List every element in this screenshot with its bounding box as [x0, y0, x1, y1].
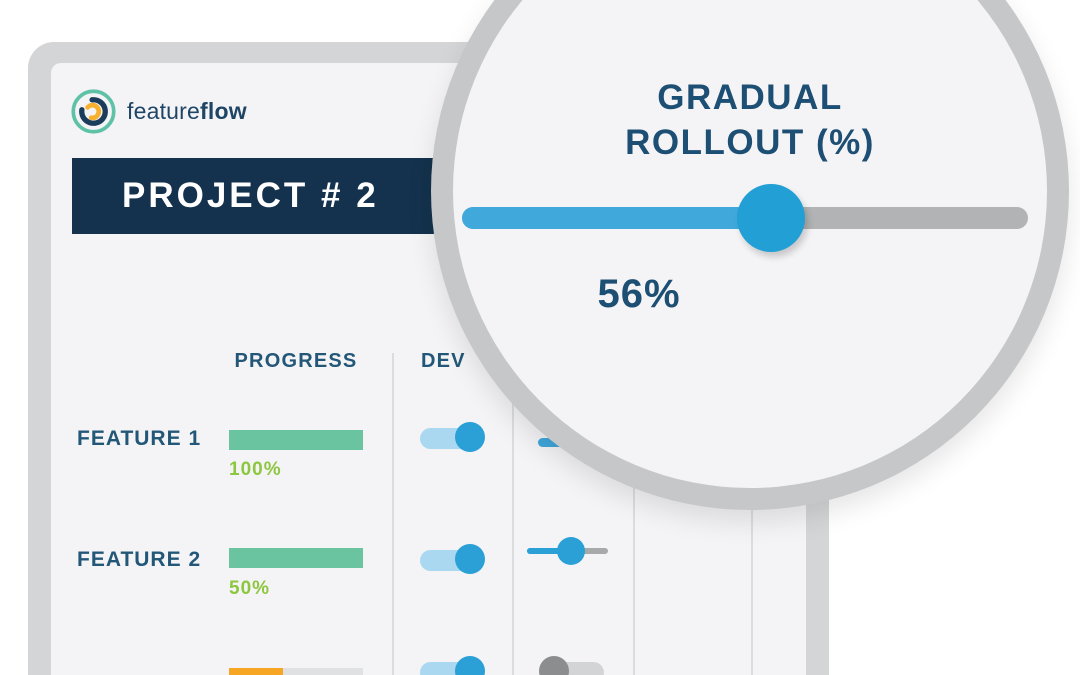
feature-2-dev-toggle[interactable]	[420, 544, 485, 574]
gradual-rollout-slider[interactable]	[462, 184, 1028, 252]
gradual-rollout-title-line1: GRADUAL	[657, 78, 843, 117]
toggle-knob[interactable]	[539, 656, 569, 675]
slider-fill	[527, 548, 571, 554]
slider-fill	[462, 207, 740, 229]
featureflow-logo: featureflow	[71, 89, 247, 134]
feature-2-rollout-slider[interactable]	[527, 537, 608, 565]
feature-2-progress-bar	[229, 548, 363, 568]
feature-1-progress-value: 100%	[229, 459, 282, 480]
slider-knob[interactable]	[557, 537, 585, 565]
column-header-dev: DEV	[421, 350, 466, 372]
feature-1-progress-fill	[229, 430, 363, 450]
gradual-rollout-value: 56%	[597, 272, 681, 316]
column-divider	[751, 353, 753, 675]
wordmark-feature: feature	[127, 98, 201, 124]
feature-1-label: FEATURE 1	[77, 427, 202, 450]
magnifier-lens: GRADUAL ROLLOUT (%) 56%	[431, 0, 1069, 510]
slider-knob[interactable]	[737, 184, 805, 252]
gradual-rollout-title: GRADUAL ROLLOUT (%)	[431, 75, 1069, 165]
feature-3-progress-bar	[229, 668, 363, 675]
featureflow-logo-icon	[71, 89, 116, 134]
column-divider	[512, 353, 514, 675]
column-divider	[392, 353, 394, 675]
wordmark-flow: flow	[200, 98, 247, 124]
feature-3-progress-fill	[229, 668, 283, 675]
feature-1-progress-bar	[229, 430, 363, 450]
feature-1-dev-toggle[interactable]	[420, 422, 485, 452]
gradual-rollout-title-line2: ROLLOUT (%)	[625, 123, 875, 162]
feature-3-rollout-toggle[interactable]	[539, 656, 604, 675]
toggle-knob[interactable]	[455, 656, 485, 675]
feature-2-label: FEATURE 2	[77, 548, 202, 571]
feature-3-dev-toggle[interactable]	[420, 656, 485, 675]
column-header-progress: PROGRESS	[234, 350, 358, 372]
feature-2-progress-fill	[229, 548, 363, 568]
featureflow-wordmark: featureflow	[127, 98, 247, 125]
toggle-knob[interactable]	[455, 422, 485, 452]
toggle-knob[interactable]	[455, 544, 485, 574]
project-title: PROJECT # 2	[122, 176, 379, 215]
column-divider	[633, 353, 635, 675]
feature-2-progress-value: 50%	[229, 578, 271, 599]
